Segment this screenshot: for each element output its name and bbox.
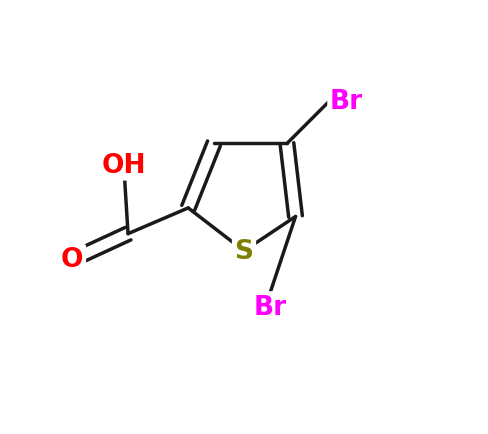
Text: O: O: [61, 247, 83, 273]
Text: S: S: [235, 238, 253, 264]
Text: Br: Br: [330, 89, 363, 114]
Text: OH: OH: [102, 153, 146, 178]
Text: Br: Br: [253, 294, 286, 320]
